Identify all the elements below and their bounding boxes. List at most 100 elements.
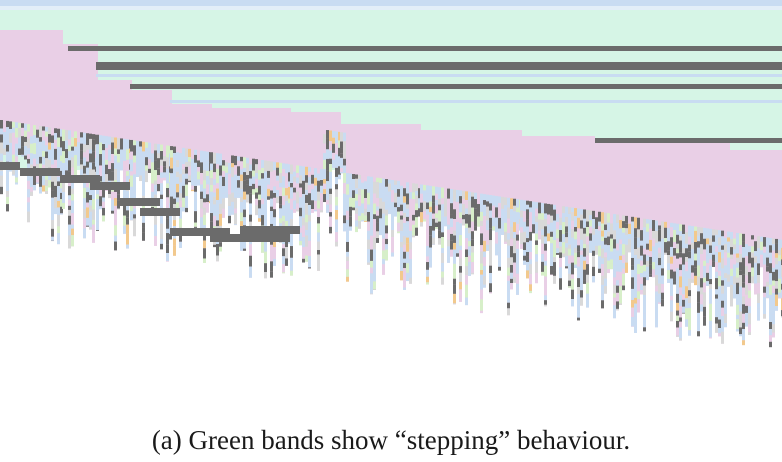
sub-band: [179, 153, 182, 163]
sub-band: [757, 257, 760, 264]
sub-band: [532, 201, 535, 209]
sub-band: [42, 150, 45, 157]
sub-band: [721, 331, 724, 338]
sub-band: [130, 151, 133, 160]
sub-band: [237, 160, 240, 167]
sub-band: [51, 181, 54, 191]
sub-band: [51, 211, 54, 221]
sub-band: [751, 276, 754, 284]
sub-band: [234, 197, 237, 209]
sub-band: [6, 204, 9, 212]
sub-band: [703, 260, 706, 266]
pink-column: [565, 136, 568, 269]
sub-band: [200, 191, 203, 199]
sub-band: [685, 286, 688, 299]
sub-band: [724, 273, 727, 279]
pink-column: [592, 136, 595, 283]
sub-band: [453, 189, 456, 202]
sub-band: [480, 310, 483, 314]
sub-band: [688, 269, 691, 279]
sub-band: [553, 220, 556, 232]
sub-band: [438, 199, 441, 205]
sub-band: [163, 172, 166, 178]
sub-band: [157, 153, 160, 159]
sub-band: [102, 188, 105, 198]
sub-band: [754, 251, 757, 257]
sub-band: [234, 165, 237, 175]
sub-band: [465, 208, 468, 215]
sub-band: [210, 152, 213, 164]
sub-band: [367, 221, 370, 231]
sub-band: [631, 269, 634, 278]
sub-band: [48, 180, 51, 188]
sub-band: [258, 194, 261, 201]
sub-band: [613, 265, 616, 272]
sub-band: [459, 235, 462, 246]
sub-band: [634, 309, 637, 317]
sub-band: [33, 184, 36, 191]
sub-band: [607, 222, 610, 232]
sub-band: [194, 171, 197, 180]
sub-band: [739, 320, 742, 328]
pink-column: [77, 44, 80, 166]
sub-band: [471, 239, 474, 247]
sub-band: [700, 308, 703, 312]
sub-band: [613, 219, 616, 226]
sub-band: [406, 208, 409, 217]
sub-band: [111, 142, 114, 155]
sub-band: [123, 160, 126, 170]
sub-band: [308, 193, 311, 206]
sub-band: [173, 165, 176, 172]
sub-band: [264, 188, 267, 201]
sub-band: [613, 248, 616, 255]
sub-band: [730, 268, 733, 277]
sub-band: [243, 191, 246, 200]
sub-band: [483, 257, 486, 266]
sub-band: [568, 240, 571, 245]
sub-band: [222, 160, 225, 166]
sub-band: [370, 273, 373, 283]
sub-band: [535, 202, 538, 209]
pink-column: [418, 124, 421, 217]
sub-band: [426, 269, 429, 277]
sub-band: [185, 166, 188, 174]
sub-band: [679, 276, 682, 288]
sub-band: [700, 294, 703, 305]
sub-band: [583, 260, 586, 270]
sub-band: [33, 143, 36, 155]
sub-band: [465, 275, 468, 285]
sub-band: [102, 201, 105, 208]
sub-band: [30, 136, 33, 144]
sub-band: [270, 239, 273, 245]
sub-band: [308, 185, 311, 194]
sub-band: [148, 150, 151, 160]
sub-band: [670, 237, 673, 247]
sub-band: [290, 198, 293, 210]
sub-band: [658, 276, 661, 284]
sub-band: [730, 284, 733, 294]
sub-band: [276, 180, 279, 191]
sub-band: [444, 198, 447, 207]
sub-band: [435, 199, 438, 206]
pink-column: [361, 124, 364, 222]
sub-band: [216, 244, 219, 256]
sub-band: [622, 285, 625, 291]
sub-band: [694, 267, 697, 276]
sub-band: [36, 125, 39, 130]
sub-band: [441, 220, 444, 233]
sub-band: [80, 159, 83, 165]
pink-column: [712, 142, 715, 267]
sub-band: [631, 299, 634, 308]
sub-band: [510, 257, 513, 265]
sub-band: [495, 248, 498, 256]
sub-band: [526, 204, 529, 210]
sub-band: [151, 153, 154, 163]
sub-band: [769, 238, 772, 246]
sub-band: [83, 152, 86, 158]
sub-band: [595, 238, 598, 246]
sub-band: [523, 242, 526, 251]
sub-band: [676, 253, 679, 259]
sub-band: [185, 173, 188, 179]
sub-band: [400, 181, 403, 186]
sub-band: [51, 142, 54, 155]
